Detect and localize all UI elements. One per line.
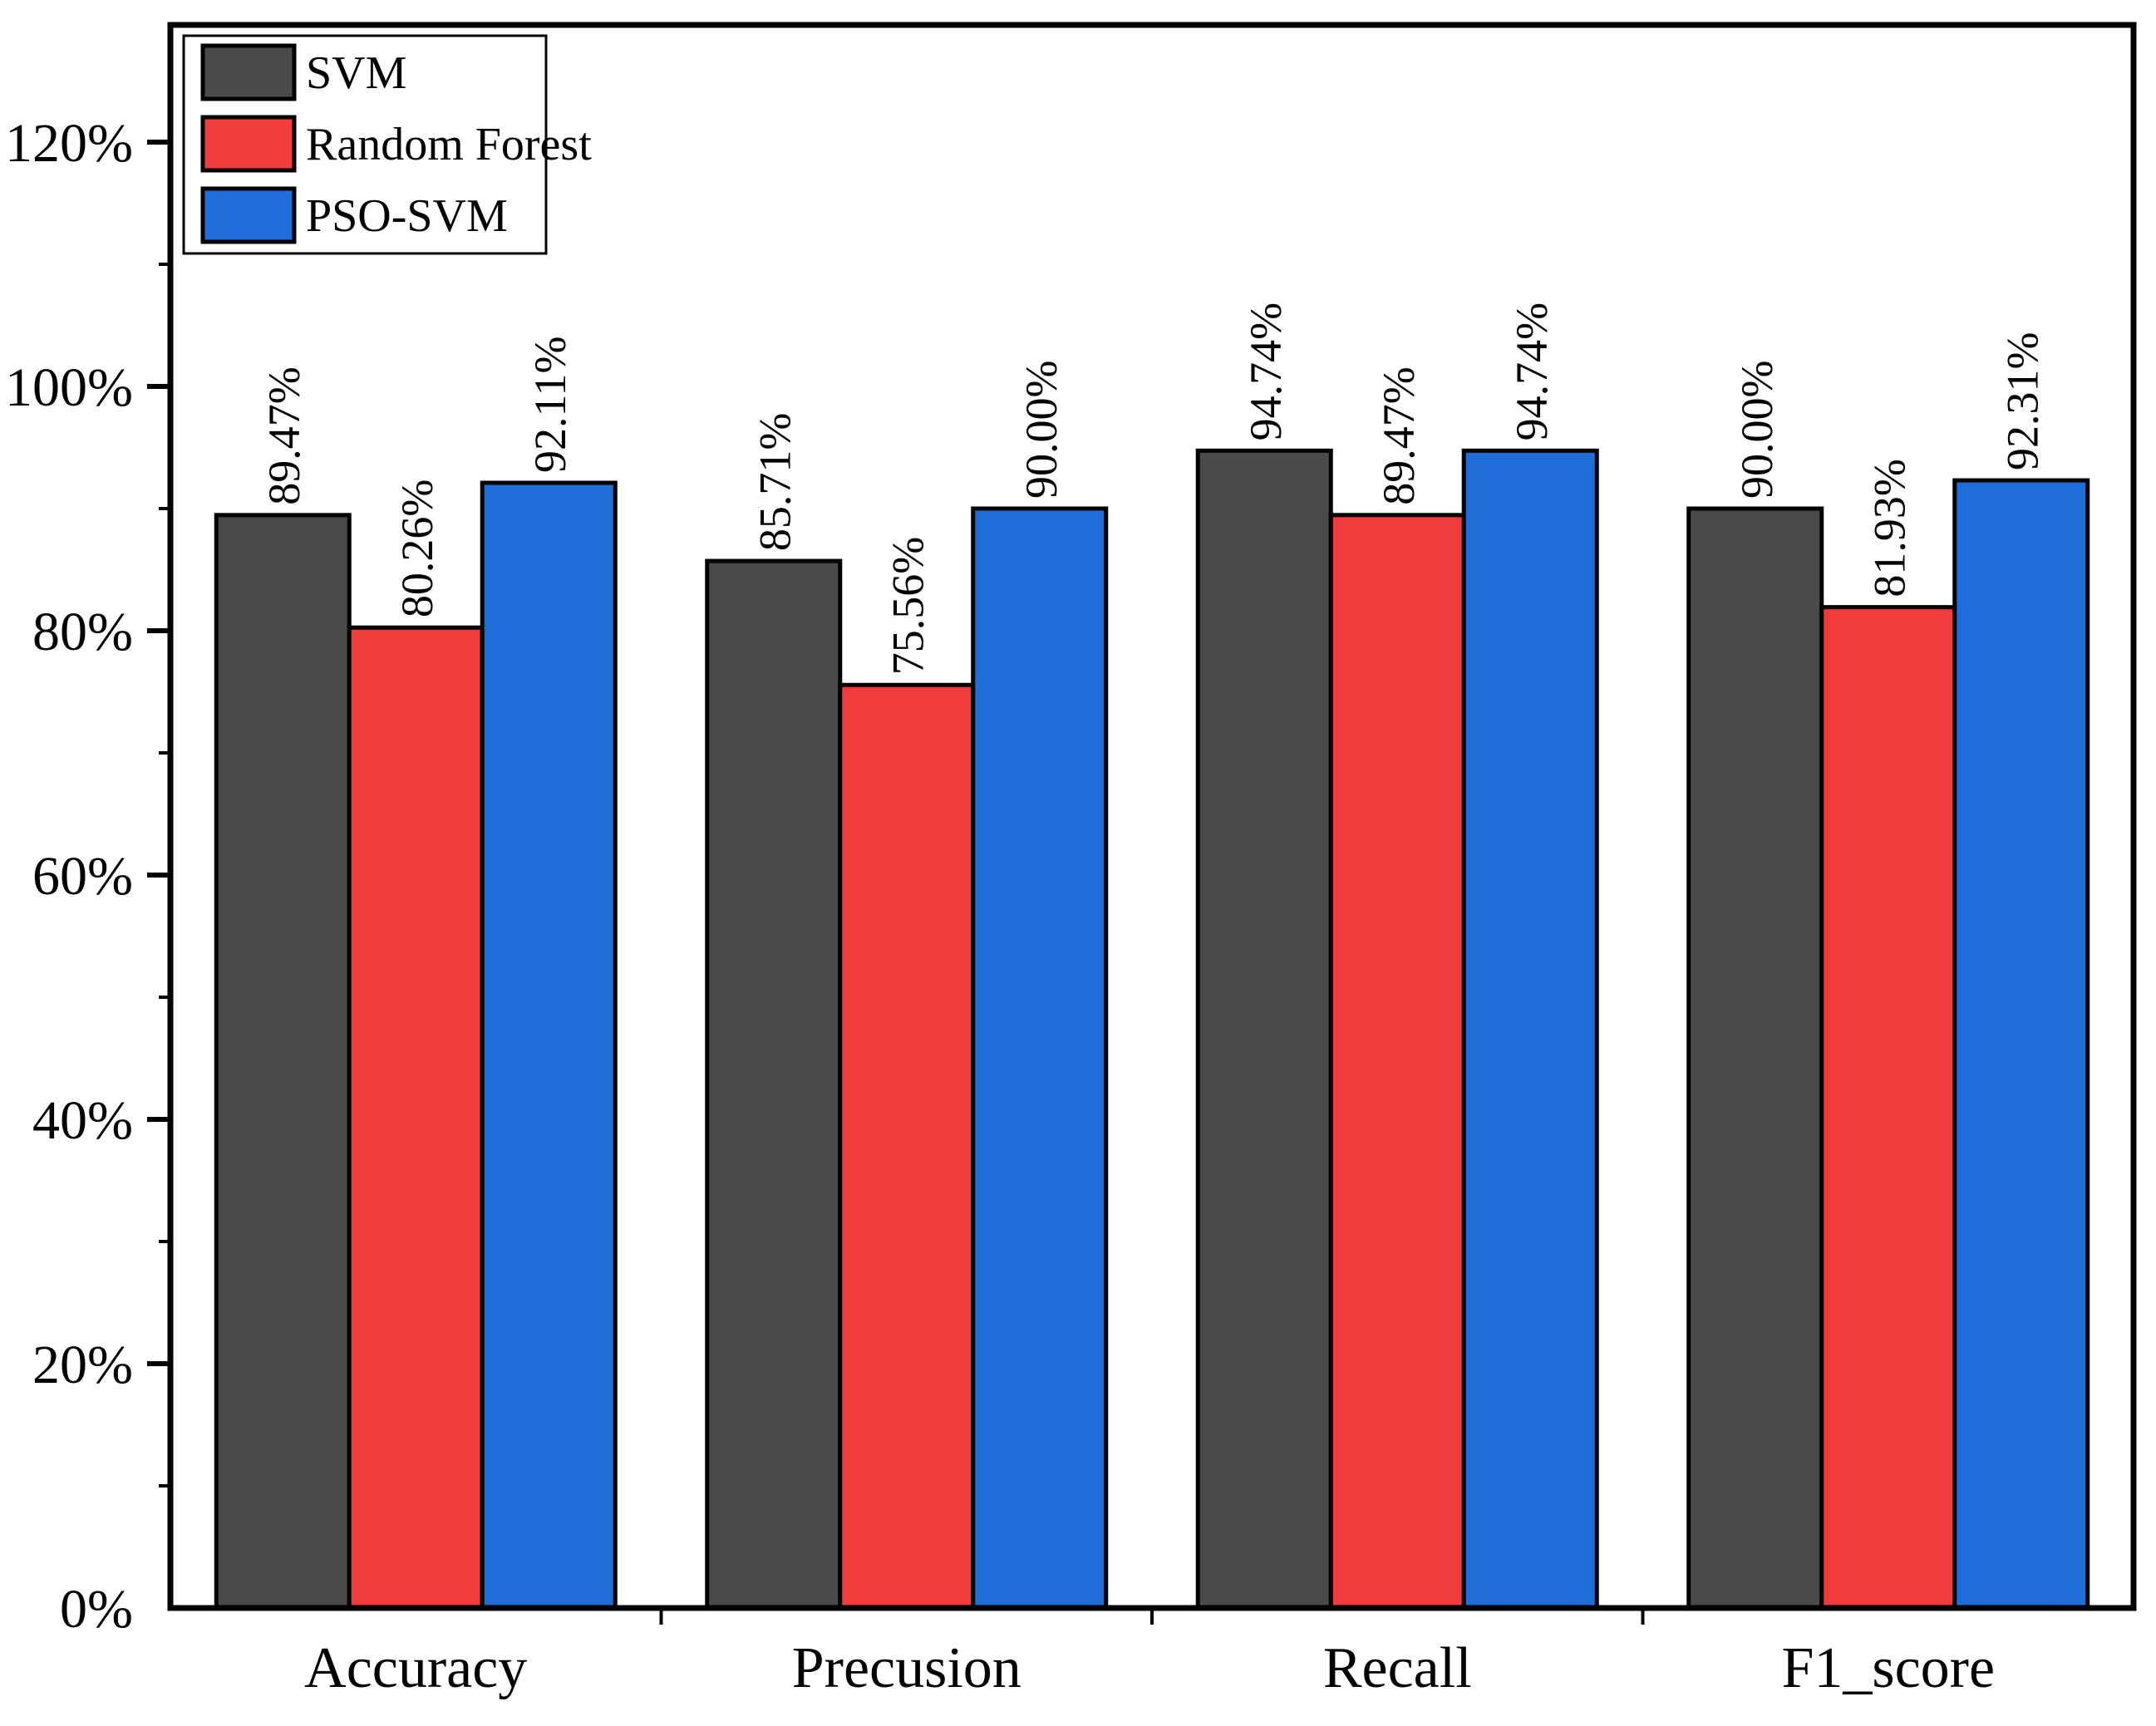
bar-pso-svm-accuracy xyxy=(480,480,618,1610)
bar-random-forest-precusion xyxy=(838,682,976,1610)
bar-pso-svm-f1_score xyxy=(1952,478,2090,1610)
legend-label-svm: SVM xyxy=(306,47,406,99)
value-label-random-forest-accuracy: 80.26% xyxy=(392,479,442,617)
legend: SVM Random Forest PSO-SVM xyxy=(182,34,592,255)
value-label-random-forest-f1_score: 81.93% xyxy=(1865,459,1915,597)
bar-svm-recall xyxy=(1195,448,1333,1610)
value-label-pso-svm-accuracy: 92.11% xyxy=(525,336,575,472)
y-tick-label: 0% xyxy=(60,1579,133,1640)
value-label-random-forest-precusion: 75.56% xyxy=(884,537,933,675)
bar-svm-precusion xyxy=(705,558,843,1610)
value-label-svm-recall: 94.74% xyxy=(1241,302,1291,440)
x-category-label-recall: Recall xyxy=(1323,1636,1472,1700)
value-label-random-forest-recall: 89.47% xyxy=(1374,366,1424,504)
legend-swatch-random-forest xyxy=(200,115,297,173)
bar-random-forest-recall xyxy=(1328,513,1466,1610)
bar-pso-svm-precusion xyxy=(971,506,1109,1610)
bar-svm-f1_score xyxy=(1686,506,1824,1610)
legend-swatch-svm xyxy=(200,43,297,101)
bar-svm-accuracy xyxy=(214,513,352,1610)
x-category-label-f1_score: F1_score xyxy=(1781,1636,1995,1700)
value-label-pso-svm-precusion: 90.00% xyxy=(1016,361,1066,499)
y-tick-label: 100% xyxy=(5,357,133,418)
y-tick-label: 80% xyxy=(32,602,133,662)
value-label-svm-accuracy: 89.47% xyxy=(259,366,309,504)
bar-random-forest-f1_score xyxy=(1819,605,1957,1610)
y-tick-label: 60% xyxy=(32,846,133,907)
value-label-pso-svm-recall: 94.74% xyxy=(1507,302,1557,440)
legend-label-random-forest: Random Forest xyxy=(306,119,592,170)
legend-swatch-pso-svm xyxy=(200,186,297,244)
y-tick-label: 40% xyxy=(32,1090,133,1151)
plot-frame xyxy=(167,22,2137,1611)
y-tick-label: 120% xyxy=(5,113,133,174)
value-label-svm-precusion: 85.71% xyxy=(751,413,800,551)
y-tick-label: 20% xyxy=(32,1335,133,1395)
value-label-svm-f1_score: 90.00% xyxy=(1732,361,1782,499)
x-category-label-precusion: Precusion xyxy=(792,1636,1021,1700)
bar-random-forest-accuracy xyxy=(347,625,485,1610)
value-label-pso-svm-f1_score: 92.31% xyxy=(1998,332,2048,470)
bar-pso-svm-recall xyxy=(1461,448,1599,1610)
x-category-label-accuracy: Accuracy xyxy=(304,1636,527,1700)
legend-label-pso-svm: PSO-SVM xyxy=(306,190,508,242)
